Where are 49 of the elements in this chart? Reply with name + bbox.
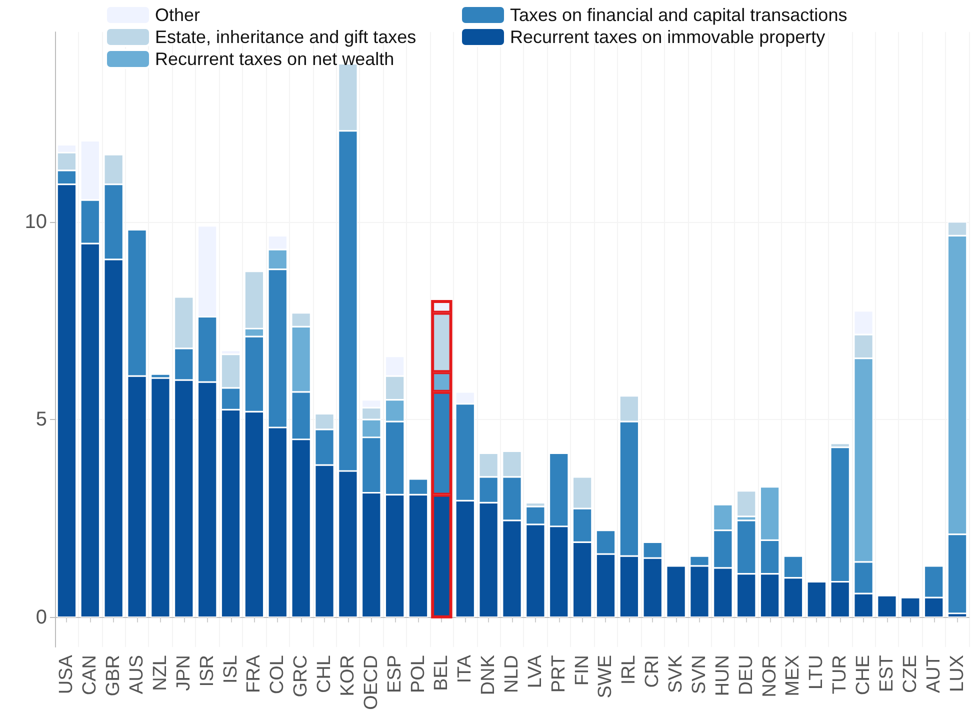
- x-tick-label: FIN: [572, 655, 593, 686]
- legend-label: Other: [155, 5, 200, 25]
- x-tick-label: SVN: [688, 655, 710, 694]
- x-tick-label: MEX: [782, 654, 804, 696]
- x-tick-label: GRC: [290, 655, 312, 698]
- bar: [736, 490, 756, 516]
- x-tick-label: NLD: [502, 655, 522, 694]
- x-tick-label: GBR: [103, 655, 124, 696]
- x-tick-label: ITA: [454, 654, 476, 684]
- legend-label: Estate, inheritance and gift taxes: [155, 27, 416, 47]
- x-tick-label: SWE: [595, 655, 616, 698]
- x-tick-label: POL: [408, 655, 429, 694]
- legend-label: Recurrent taxes on net wealth: [155, 49, 394, 69]
- x-tick-label: DNK: [478, 654, 500, 696]
- y-tick-label: 0: [36, 606, 47, 628]
- legend-label: Recurrent taxes on immovable property: [510, 27, 826, 47]
- x-tick-label: NOR: [759, 655, 780, 698]
- x-tick-label: CHL: [314, 655, 336, 694]
- x-tick-label: PRT: [548, 654, 570, 693]
- x-tick-label: CZE: [900, 655, 921, 693]
- x-tick-label: KOR: [337, 655, 358, 696]
- legend-label: Taxes on financial and capital transactions: [510, 5, 848, 25]
- x-tick-label: NZL: [150, 655, 171, 691]
- x-tick-label: CHE: [853, 655, 874, 696]
- bar: [900, 598, 920, 618]
- x-tick-label: SVK: [666, 654, 687, 694]
- x-tick-label: ISR: [196, 655, 218, 687]
- x-tick-label: AUS: [126, 655, 148, 694]
- y-tick-label: 10: [24, 210, 47, 233]
- x-tick-label: EST: [876, 654, 898, 692]
- x-tick-label: JPN: [173, 655, 194, 691]
- x-tick-label: IRL: [618, 655, 640, 685]
- x-tick-label: CAN: [80, 655, 101, 696]
- x-tick-label: LTU: [806, 655, 828, 690]
- y-tick-label: 5: [36, 408, 47, 431]
- x-tick-label: DEU: [736, 655, 757, 696]
- x-tick-label: HUN: [712, 655, 734, 696]
- x-tick-label: LVA: [524, 654, 546, 688]
- x-tick-label: CRI: [642, 655, 664, 688]
- x-tick-label: FRA: [244, 654, 265, 693]
- x-tick-label: TUR: [830, 655, 851, 694]
- x-tick-label: LUX: [946, 654, 968, 692]
- x-tick-label: AUT: [923, 654, 944, 693]
- x-tick-label: USA: [56, 654, 78, 694]
- x-tick-label: OECD: [360, 655, 382, 710]
- x-tick-label: ESP: [384, 655, 406, 694]
- x-tick-label: COL: [267, 655, 288, 694]
- x-tick-label: BEL: [431, 655, 452, 691]
- x-tick-label: ISL: [220, 655, 242, 684]
